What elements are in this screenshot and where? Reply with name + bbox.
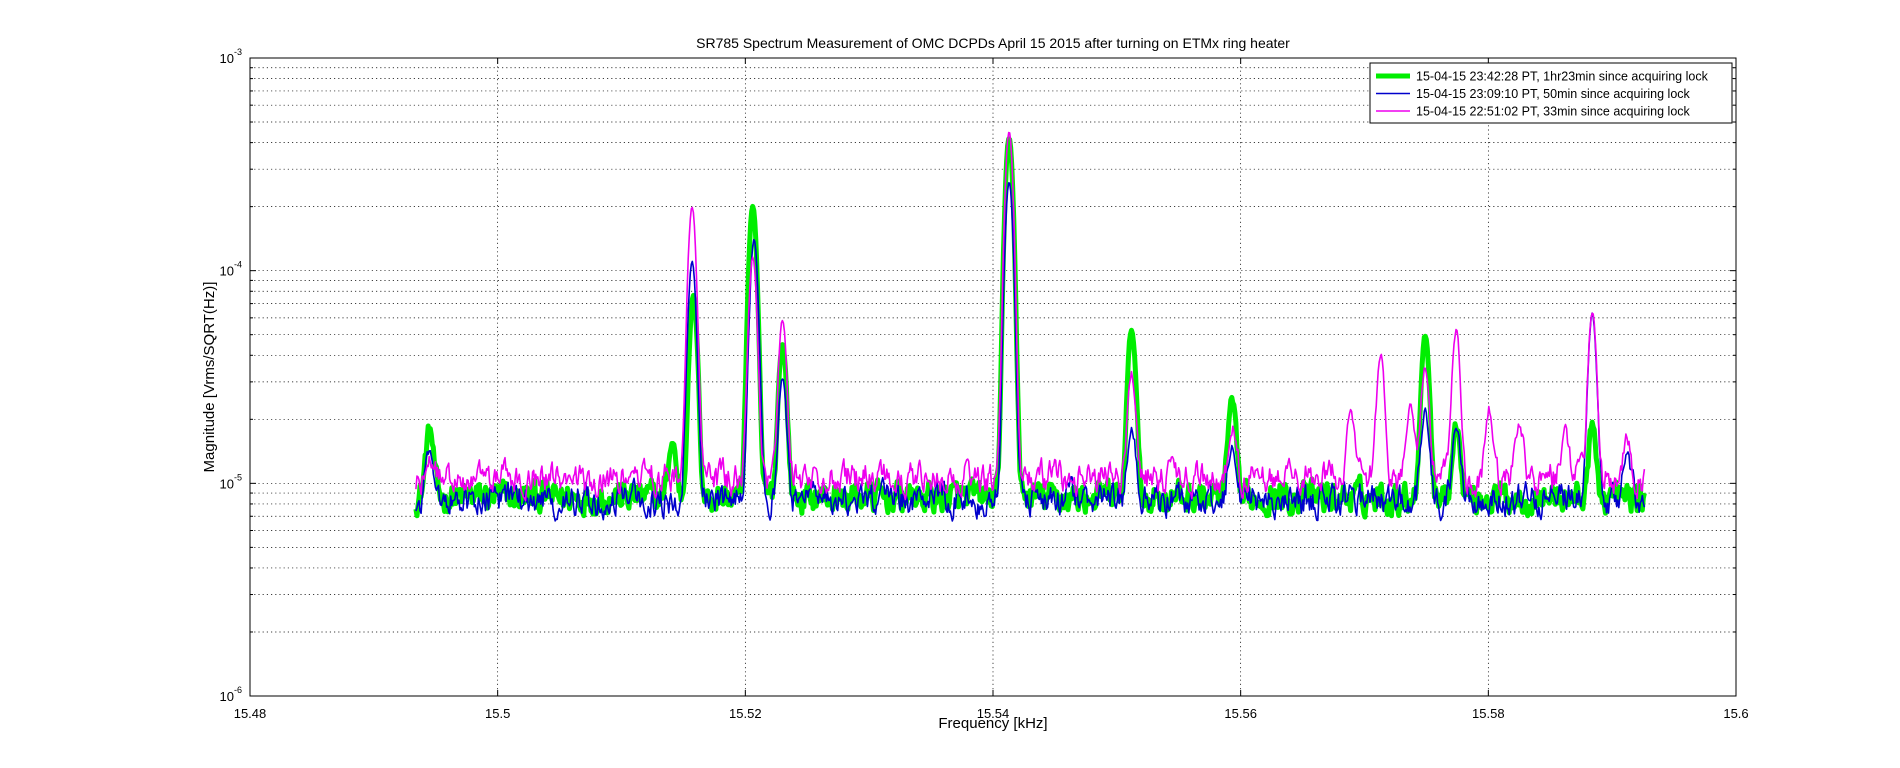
y-tick-exponent: -5 <box>234 472 242 482</box>
series-line-3 <box>415 131 1646 502</box>
x-tick-label: 15.58 <box>1472 706 1505 721</box>
x-tick-label: 15.6 <box>1723 706 1748 721</box>
x-axis-label: Frequency [kHz] <box>938 715 1047 732</box>
legend-entry-1: 15-04-15 23:42:28 PT, 1hr23min since acq… <box>1416 70 1709 84</box>
y-axis-label: Magnitude [Vrms/SQRT(Hz)] <box>201 282 218 473</box>
y-tick-label: 10-6 <box>220 685 242 704</box>
series-group <box>413 131 1647 522</box>
y-tick-exponent: -4 <box>234 260 242 270</box>
y-tick-base: 10 <box>220 689 234 704</box>
y-tick-label: 10-5 <box>220 472 242 491</box>
plot-area <box>250 58 1736 696</box>
chart-title: SR785 Spectrum Measurement of OMC DCPDs … <box>696 35 1290 51</box>
x-tick-label: 15.48 <box>234 706 267 721</box>
x-tick-label: 15.5 <box>485 706 510 721</box>
y-tick-base: 10 <box>220 264 234 279</box>
x-tick-label: 15.56 <box>1224 706 1257 721</box>
legend-box <box>1369 62 1733 124</box>
series-line-1 <box>413 136 1647 520</box>
y-tick-exponent: -6 <box>234 685 242 695</box>
legend: 15-04-15 23:42:28 PT, 1hr23min since acq… <box>1369 62 1733 124</box>
y-tick-label: 10-4 <box>220 260 242 279</box>
y-tick-exponent: -3 <box>234 47 242 57</box>
legend-entry-3: 15-04-15 22:51:02 PT, 33min since acquir… <box>1416 105 1691 119</box>
ticks: 15.48 15.5 15.52 15.54 15.56 15.58 15.610-610-… <box>220 47 1749 721</box>
legend-entry-2: 15-04-15 23:09:10 PT, 50min since acquir… <box>1416 87 1691 101</box>
y-tick-label: 10-3 <box>220 47 242 66</box>
x-tick-label: 15.54 <box>977 706 1010 721</box>
y-tick-base: 10 <box>220 476 234 491</box>
x-tick-label: 15.52 <box>729 706 762 721</box>
y-tick-base: 10 <box>220 51 234 66</box>
